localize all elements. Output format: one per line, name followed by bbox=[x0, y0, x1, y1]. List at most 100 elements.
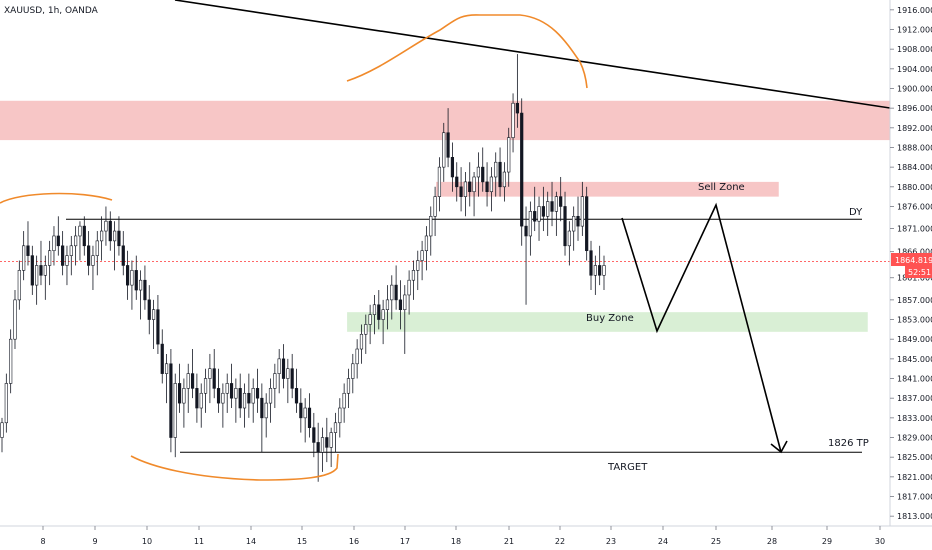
candle[interactable] bbox=[117, 216, 121, 256]
candle[interactable] bbox=[481, 147, 485, 192]
candle[interactable] bbox=[602, 255, 606, 291]
candle[interactable] bbox=[113, 221, 117, 271]
candle[interactable] bbox=[260, 383, 264, 453]
candle[interactable] bbox=[312, 412, 316, 458]
candle[interactable] bbox=[346, 368, 351, 409]
candle[interactable] bbox=[342, 383, 346, 423]
candle[interactable] bbox=[43, 255, 47, 300]
candle[interactable] bbox=[498, 147, 502, 197]
candle[interactable] bbox=[125, 250, 130, 300]
candle[interactable] bbox=[446, 108, 450, 168]
candle[interactable] bbox=[576, 196, 580, 241]
candle[interactable] bbox=[329, 427, 333, 468]
candle[interactable] bbox=[533, 186, 537, 232]
candle[interactable] bbox=[442, 122, 446, 182]
candle[interactable] bbox=[169, 349, 173, 453]
candle[interactable] bbox=[559, 176, 563, 222]
candle[interactable] bbox=[585, 186, 589, 261]
candle[interactable] bbox=[195, 373, 199, 423]
candle[interactable] bbox=[186, 363, 190, 413]
candle[interactable] bbox=[424, 226, 429, 271]
candle[interactable] bbox=[463, 172, 468, 217]
candle[interactable] bbox=[307, 393, 312, 438]
candle[interactable] bbox=[143, 265, 147, 310]
candle[interactable] bbox=[515, 54, 519, 128]
candle[interactable] bbox=[381, 299, 385, 345]
candle[interactable] bbox=[355, 339, 359, 379]
candle[interactable] bbox=[333, 412, 338, 453]
candle[interactable] bbox=[294, 368, 299, 413]
candle[interactable] bbox=[87, 231, 91, 276]
candle[interactable] bbox=[255, 368, 260, 413]
candle[interactable] bbox=[221, 383, 225, 428]
candle[interactable] bbox=[589, 240, 593, 291]
candle[interactable] bbox=[567, 221, 571, 266]
candle[interactable] bbox=[377, 290, 381, 330]
candle[interactable] bbox=[541, 186, 545, 232]
candle[interactable] bbox=[351, 353, 355, 394]
candle[interactable] bbox=[4, 373, 8, 433]
candle[interactable] bbox=[65, 245, 69, 286]
candle[interactable] bbox=[537, 196, 541, 241]
candle[interactable] bbox=[182, 378, 186, 428]
candle[interactable] bbox=[268, 378, 273, 423]
candle[interactable] bbox=[325, 417, 329, 463]
candle[interactable] bbox=[320, 427, 325, 472]
candle[interactable] bbox=[208, 353, 212, 404]
candle[interactable] bbox=[455, 162, 459, 202]
candle[interactable] bbox=[121, 231, 125, 276]
candle[interactable] bbox=[13, 290, 17, 350]
candle[interactable] bbox=[160, 329, 164, 384]
candle[interactable] bbox=[546, 191, 550, 236]
candle[interactable] bbox=[403, 285, 407, 354]
candle[interactable] bbox=[48, 240, 52, 286]
candle[interactable] bbox=[489, 167, 493, 212]
candle[interactable] bbox=[338, 398, 342, 438]
candle[interactable] bbox=[147, 285, 151, 335]
projection-path[interactable] bbox=[621, 202, 782, 453]
candle[interactable] bbox=[212, 349, 216, 399]
candle[interactable] bbox=[234, 378, 238, 423]
candle[interactable] bbox=[177, 363, 182, 413]
candle[interactable] bbox=[485, 162, 489, 207]
candle[interactable] bbox=[398, 280, 403, 330]
candle[interactable] bbox=[0, 417, 4, 453]
candle[interactable] bbox=[364, 314, 368, 354]
candle[interactable] bbox=[459, 167, 463, 212]
candle[interactable] bbox=[593, 255, 597, 295]
candle[interactable] bbox=[468, 162, 472, 207]
candle[interactable] bbox=[316, 422, 320, 482]
candle[interactable] bbox=[554, 191, 558, 236]
candle[interactable] bbox=[82, 216, 86, 256]
candle[interactable] bbox=[502, 162, 506, 202]
candle[interactable] bbox=[528, 201, 532, 256]
candle[interactable] bbox=[74, 226, 78, 266]
candle[interactable] bbox=[35, 255, 39, 305]
candle[interactable] bbox=[30, 245, 34, 295]
candle[interactable] bbox=[368, 304, 372, 345]
trend-line[interactable] bbox=[174, 0, 891, 109]
candle[interactable] bbox=[39, 240, 43, 286]
candle[interactable] bbox=[22, 231, 26, 281]
candle[interactable] bbox=[390, 275, 394, 320]
candle[interactable] bbox=[450, 142, 455, 192]
candle[interactable] bbox=[411, 260, 416, 300]
candle[interactable] bbox=[286, 358, 290, 404]
candle[interactable] bbox=[95, 231, 99, 276]
candle[interactable] bbox=[394, 265, 398, 310]
candle[interactable] bbox=[225, 373, 229, 413]
candle[interactable] bbox=[104, 206, 108, 246]
candle[interactable] bbox=[476, 152, 481, 197]
candle[interactable] bbox=[56, 216, 60, 256]
time-axis[interactable]: 8 9 10 11 14 15 16 17 18 21 22 23 24 25 28 29 30 bbox=[0, 525, 932, 546]
candle[interactable] bbox=[407, 270, 411, 315]
candle[interactable] bbox=[69, 235, 73, 276]
price-axis[interactable]: 1916.000 1912.000 1908.000 1904.000 1900.000… bbox=[889, 0, 932, 526]
candle[interactable] bbox=[572, 206, 576, 251]
candle[interactable] bbox=[524, 206, 528, 305]
candle[interactable] bbox=[17, 260, 21, 310]
candle[interactable] bbox=[61, 231, 65, 276]
candle[interactable] bbox=[78, 221, 82, 261]
candle[interactable] bbox=[9, 329, 13, 394]
candle[interactable] bbox=[433, 186, 437, 236]
